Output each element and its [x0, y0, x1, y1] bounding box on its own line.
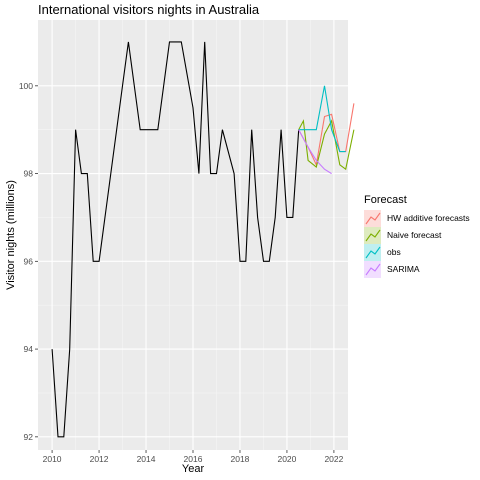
y-tick-label: 94: [24, 344, 34, 354]
x-axis-title: Year: [182, 463, 205, 475]
legend-label: obs: [387, 247, 401, 257]
legend: Forecast HW additive forecasts Naive fore…: [364, 194, 470, 278]
y-tick-label: 92: [24, 432, 34, 442]
chart-title: International visitors nights in Austral…: [38, 2, 260, 17]
history-line: [51, 41, 300, 438]
legend-item: SARIMA: [364, 261, 420, 278]
legend-key-line: [365, 263, 381, 276]
legend-title: Forecast: [364, 194, 407, 206]
legend-key-line: [365, 229, 381, 242]
legend-key-line: [365, 246, 381, 259]
x-tick-label: 2014: [137, 454, 156, 464]
x-tick-label: 2020: [277, 454, 296, 464]
y-axis-title: Visitor nights (millions): [5, 180, 17, 290]
x-tick-label: 2012: [90, 454, 109, 464]
x-tick-label: 2022: [324, 454, 343, 464]
legend-key-line: [365, 212, 381, 225]
x-axis: 2010 2012 2014 2016 2018 2020 2022: [43, 450, 344, 464]
legend-item: obs: [364, 244, 401, 261]
legend-label: Naive forecast: [387, 230, 442, 240]
grid: [38, 20, 348, 450]
legend-label: SARIMA: [387, 264, 420, 274]
y-tick-label: 98: [24, 169, 34, 179]
y-tick-label: 96: [24, 256, 34, 266]
legend-item: HW additive forecasts: [364, 210, 470, 227]
x-tick-label: 2018: [231, 454, 250, 464]
y-tick-label: 100: [19, 81, 33, 91]
legend-item: Naive forecast: [364, 227, 442, 244]
y-axis: 92 94 96 98 100: [19, 81, 38, 442]
legend-label: HW additive forecasts: [387, 213, 470, 223]
x-tick-label: 2016: [184, 454, 203, 464]
series-lines: [51, 41, 355, 438]
x-tick-label: 2010: [43, 454, 62, 464]
series-line: [298, 129, 332, 175]
series-line: [298, 119, 355, 171]
series-line: [298, 85, 346, 153]
